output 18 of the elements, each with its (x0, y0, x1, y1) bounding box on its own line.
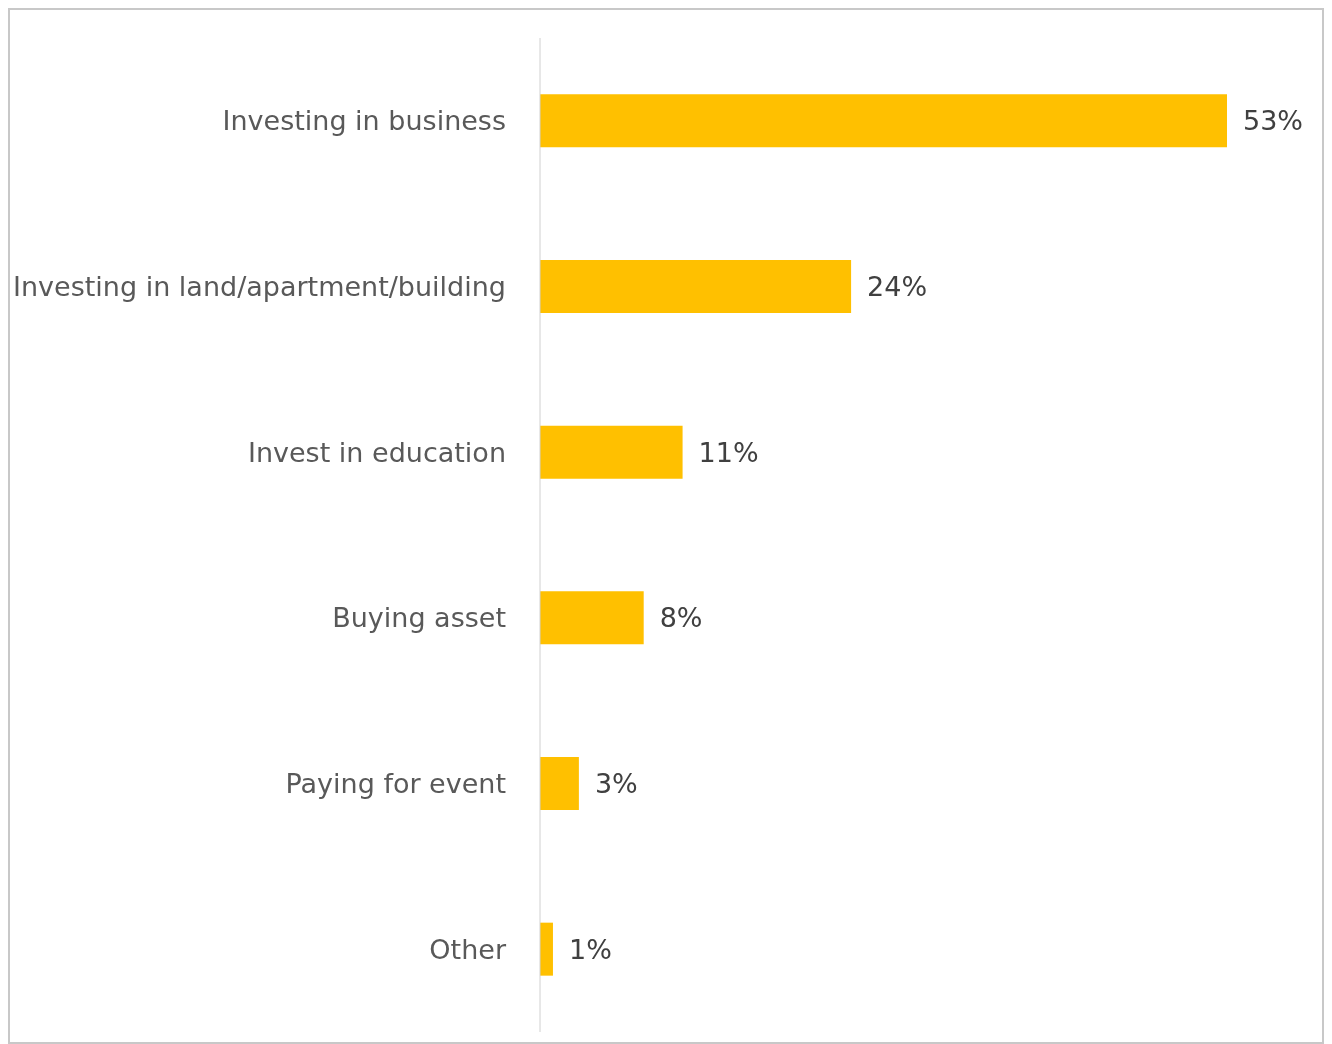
data-label: 3% (594, 768, 638, 800)
bar (540, 94, 1227, 148)
y-tick-label: Other (429, 933, 507, 965)
data-label: 11% (698, 436, 759, 468)
bar (540, 425, 683, 479)
data-label: 24% (867, 271, 928, 303)
y-tick-label: Invest in education (247, 436, 506, 468)
bar (540, 259, 852, 313)
bar (540, 591, 644, 645)
y-tick-label: Investing in land/apartment/building (12, 271, 506, 303)
y-tick-label: Investing in business (222, 105, 506, 137)
y-tick-label: Paying for event (285, 768, 506, 800)
data-label: 53% (1243, 105, 1304, 137)
bar (540, 756, 579, 810)
y-tick-label: Buying asset (332, 602, 506, 634)
data-label: 1% (568, 933, 612, 965)
bar (540, 922, 553, 976)
data-label: 8% (659, 602, 703, 634)
